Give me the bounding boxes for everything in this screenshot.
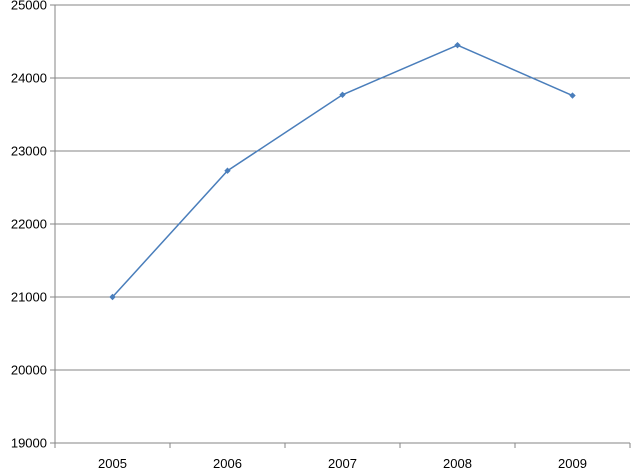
x-tick-label: 2008 (443, 456, 472, 469)
x-tick-label: 2006 (213, 456, 242, 469)
y-tick-label: 25000 (11, 0, 47, 13)
y-tick-label: 23000 (11, 144, 47, 159)
gridlines (55, 4, 630, 371)
y-tick-label: 21000 (11, 290, 47, 305)
axes (50, 4, 631, 448)
x-tick-label: 2005 (98, 456, 127, 469)
series-line (111, 44, 573, 298)
data-point (569, 92, 576, 99)
x-tick-label: 2009 (558, 456, 587, 469)
y-tick-label: 19000 (11, 436, 47, 451)
y-tick-label: 20000 (11, 363, 47, 378)
data-point (224, 167, 231, 174)
x-tick-label: 2007 (328, 456, 357, 469)
data-point (339, 91, 346, 98)
data-point (109, 293, 116, 301)
y-tick-labels: 19000 20000 21000 22000 23000 24000 25000 (11, 0, 47, 451)
series (109, 41, 576, 301)
y-tick-label: 24000 (11, 71, 47, 86)
data-point (454, 41, 461, 49)
y-tick-label: 22000 (11, 217, 47, 232)
x-tick-labels: 2005 2006 2007 2008 2009 (98, 456, 587, 469)
